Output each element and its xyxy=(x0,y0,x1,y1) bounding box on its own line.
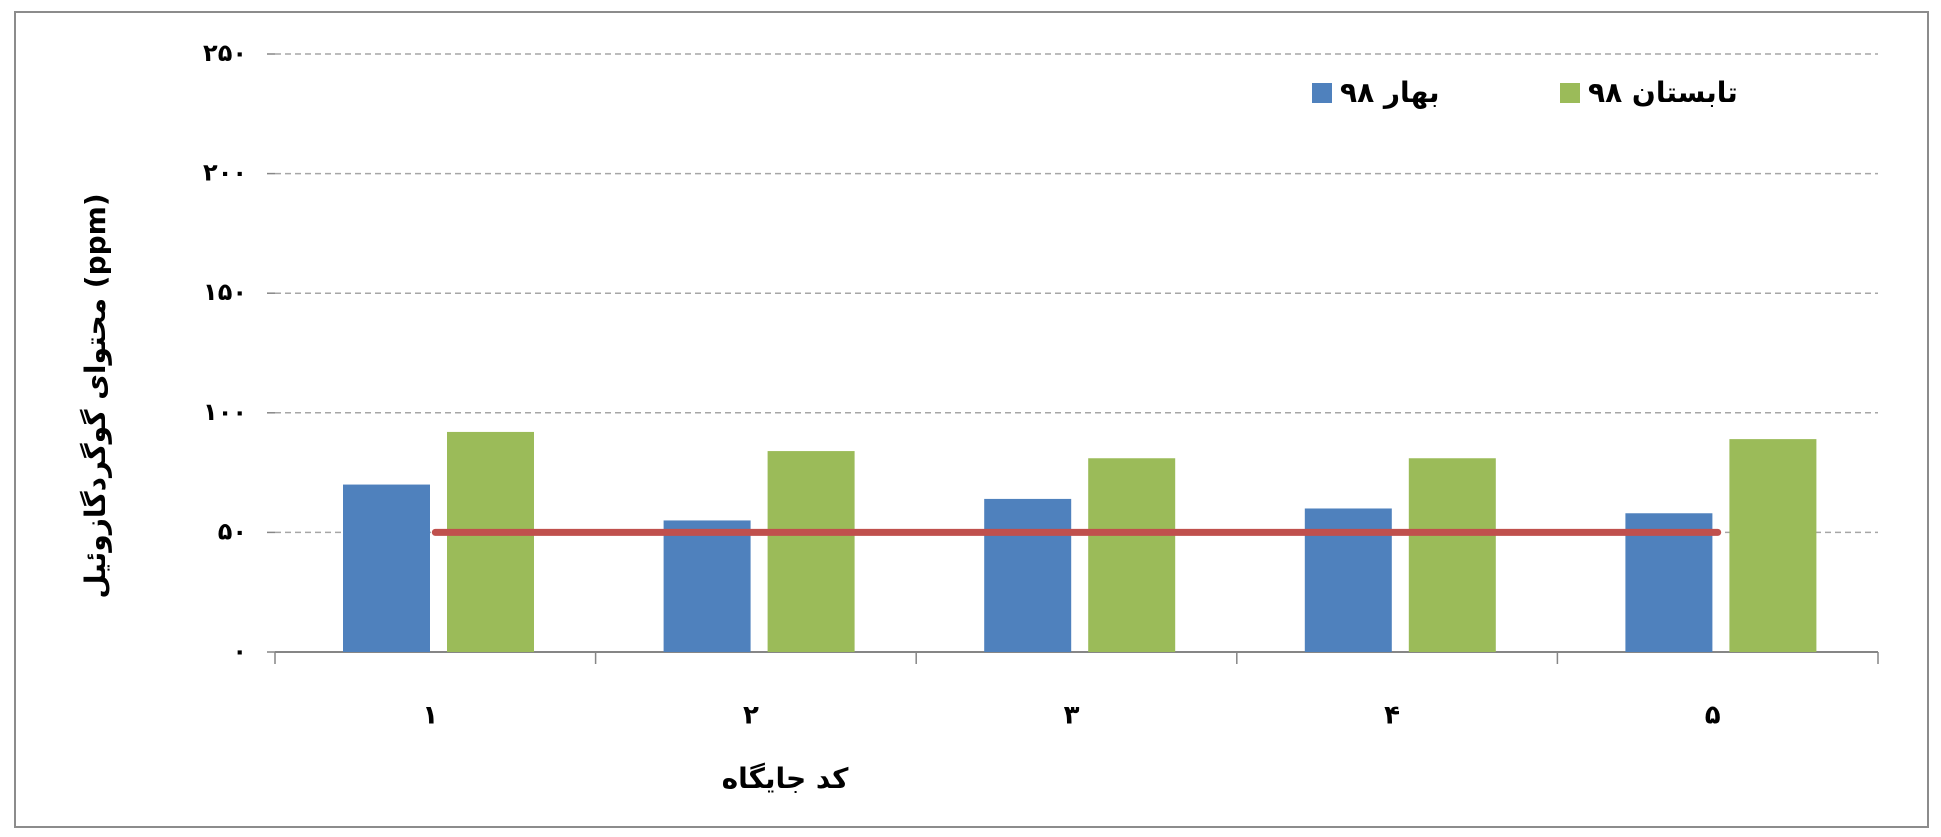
x-tick-label: ۲ xyxy=(743,701,759,731)
bar xyxy=(1408,458,1496,652)
y-axis-label: محتوای گوگردگازوئیل (ppm) xyxy=(79,193,112,598)
bar xyxy=(984,498,1072,652)
y-tick-label: ۱۵۰ xyxy=(203,278,247,306)
bar xyxy=(1625,513,1713,652)
x-tick-label: ۱ xyxy=(422,701,438,731)
x-axis-label: کد جایگاه xyxy=(722,762,849,795)
y-tick-label: ۱۰۰ xyxy=(203,398,247,426)
y-tick-label: ۲۰۰ xyxy=(203,159,247,187)
bar xyxy=(1088,458,1176,652)
x-tick-label: ۳ xyxy=(1064,701,1080,731)
y-tick-label: ۵۰ xyxy=(218,517,247,545)
x-tick-label: ۴ xyxy=(1384,701,1400,731)
bar xyxy=(1729,439,1817,652)
y-tick-label: ۲۵۰ xyxy=(203,39,247,67)
x-tick-label: ۵ xyxy=(1705,701,1721,731)
legend-swatch xyxy=(1560,83,1580,103)
bar xyxy=(663,520,751,652)
y-tick-label: ۰ xyxy=(232,637,247,665)
bar xyxy=(447,431,534,652)
legend-label: تابستان ۹۸ xyxy=(1588,76,1738,109)
chart-frame xyxy=(14,11,1929,828)
bar xyxy=(767,451,855,652)
legend-swatch xyxy=(1312,83,1332,103)
legend-label: بهار ۹۸ xyxy=(1340,76,1440,109)
bar xyxy=(343,484,430,652)
